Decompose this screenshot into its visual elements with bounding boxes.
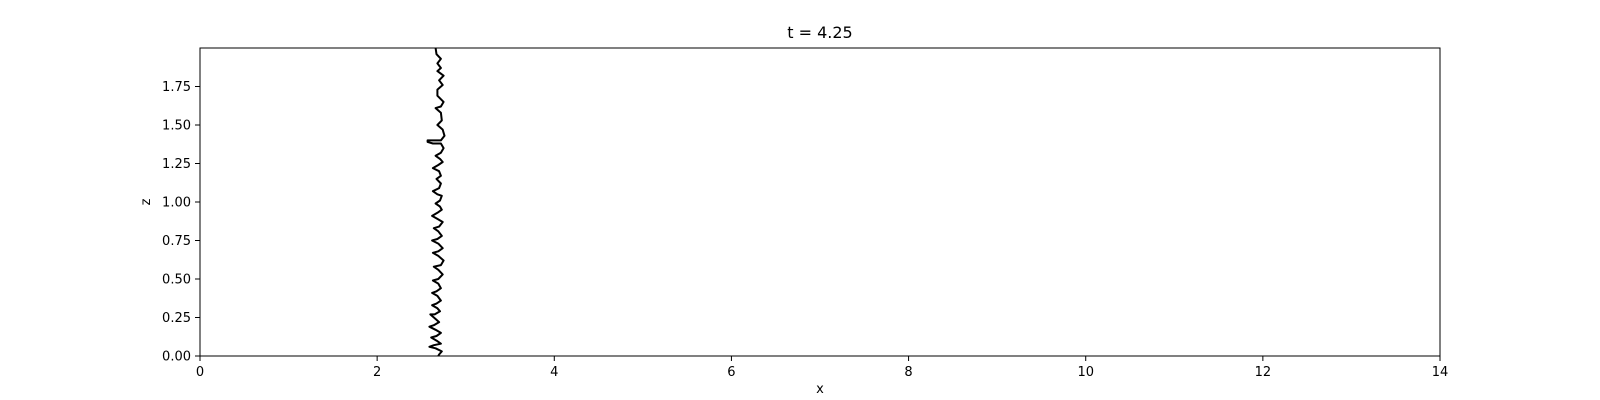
series-line-0	[426, 47, 446, 357]
y-tick-label: 1.00	[162, 196, 191, 211]
y-axis-label: z	[139, 198, 154, 205]
y-tick-label: 0.25	[162, 311, 191, 326]
y-tick-label: 1.25	[162, 157, 191, 172]
y-tick-label: 0.75	[162, 234, 191, 249]
plot-area	[199, 47, 1441, 357]
y-tick-label: 0.50	[162, 273, 191, 288]
plot-frame	[199, 47, 1441, 357]
y-axis: 0.00 0.25 0.50 0.75 1.00 1.25 1.50 1.75	[162, 80, 200, 365]
x-tick-label: 2	[373, 365, 381, 380]
x-axis: 0 2 4 6 8 10 12 14	[196, 356, 1448, 380]
y-tick-label: 1.75	[162, 80, 191, 95]
x-axis-label: x	[816, 382, 824, 397]
chart-title: t = 4.25	[787, 23, 852, 42]
x-tick-label: 0	[196, 365, 204, 380]
x-tick-label: 6	[727, 365, 735, 380]
y-tick-label: 0.00	[162, 350, 191, 365]
x-tick-label: 8	[904, 365, 912, 380]
y-tick-label: 1.50	[162, 119, 191, 134]
x-tick-label: 4	[550, 365, 558, 380]
x-tick-label: 14	[1432, 365, 1449, 380]
x-tick-label: 10	[1077, 365, 1094, 380]
x-tick-label: 12	[1255, 365, 1272, 380]
